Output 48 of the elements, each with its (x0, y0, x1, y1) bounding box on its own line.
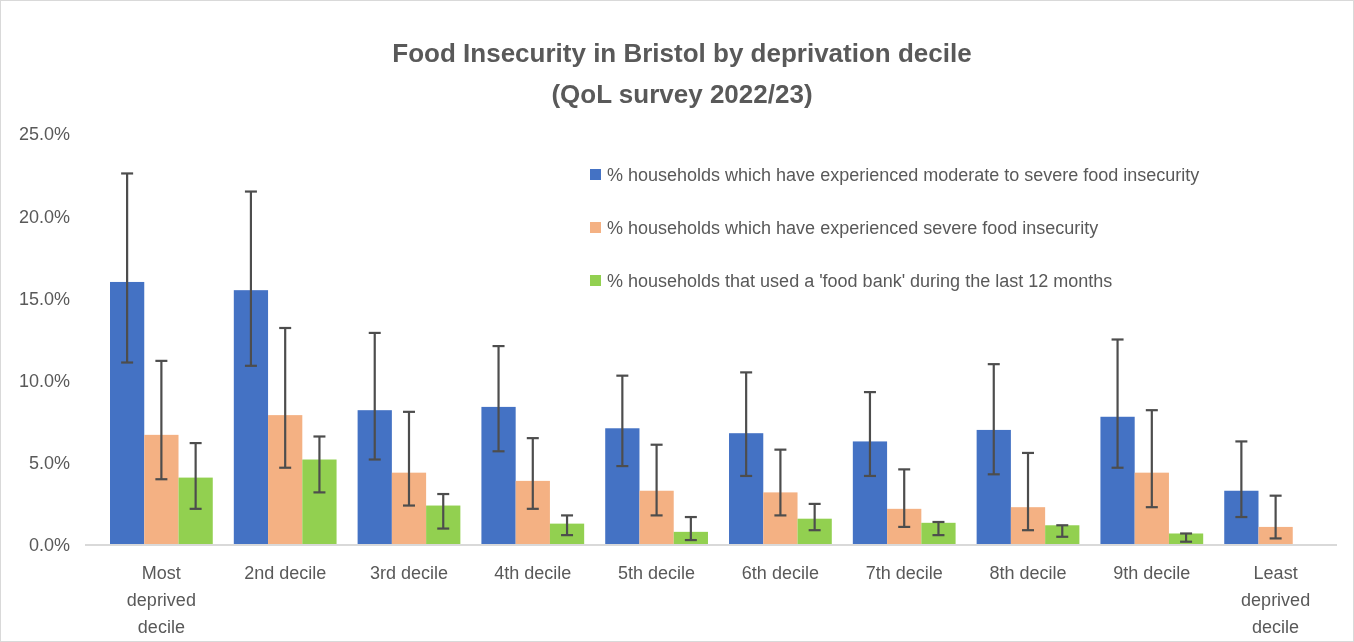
bar (268, 415, 303, 545)
x-tick-label: 7th decile (865, 563, 943, 583)
y-tick-label: 0.0% (28, 535, 70, 556)
bar (357, 410, 392, 545)
bar (302, 459, 337, 545)
y-tick-label: 5.0% (28, 453, 70, 474)
x-tick-label: 4th decile (494, 563, 572, 583)
bar (549, 523, 585, 545)
bar (391, 472, 427, 545)
y-tick-label: 10.0% (18, 370, 70, 391)
legend-label: % households which have experienced severe food insecurity (607, 218, 1099, 239)
bar (921, 522, 956, 545)
x-tick-label: 5th decile (618, 563, 696, 583)
bar (144, 434, 179, 545)
y-tick-label: 15.0% (18, 288, 70, 309)
chart-title: Food Insecurity in Bristol by deprivation decile (392, 38, 972, 68)
x-tick-label: 2nd decile (244, 563, 327, 583)
x-tick-label: Most deprived decile (126, 563, 196, 637)
y-tick-label: 20.0% (18, 206, 70, 227)
bar (639, 490, 674, 545)
bar (605, 428, 640, 545)
bar (1134, 472, 1169, 545)
bar (110, 281, 145, 545)
bar (763, 492, 798, 545)
x-tick-label: Least deprived decile (1241, 563, 1311, 637)
bar (797, 518, 832, 545)
bar (481, 406, 516, 545)
bar (1224, 490, 1259, 545)
legend-label: % households that used a 'food bank' during the last 12 months (607, 271, 1113, 292)
x-tick-label: 3rd decile (369, 563, 449, 583)
bar (887, 508, 922, 545)
bar (426, 505, 461, 545)
bar (1258, 526, 1293, 545)
bar (976, 429, 1011, 545)
bar (852, 441, 888, 545)
bar (729, 433, 764, 545)
chart-subtitle: (QoL survey 2022/23) (551, 79, 813, 109)
bar (1010, 507, 1046, 545)
legend-label: % households which have experienced moderate to severe food insecurity (607, 165, 1200, 186)
x-tick-label: 9th decile (1113, 563, 1191, 583)
bar (233, 290, 269, 545)
bar (515, 480, 550, 545)
bar (178, 477, 213, 545)
bar (1045, 525, 1080, 545)
x-tick-label: 6th decile (741, 563, 819, 583)
bar (1100, 416, 1135, 545)
x-tick-label: 8th decile (989, 563, 1067, 583)
y-tick-label: 25.0% (18, 124, 70, 145)
